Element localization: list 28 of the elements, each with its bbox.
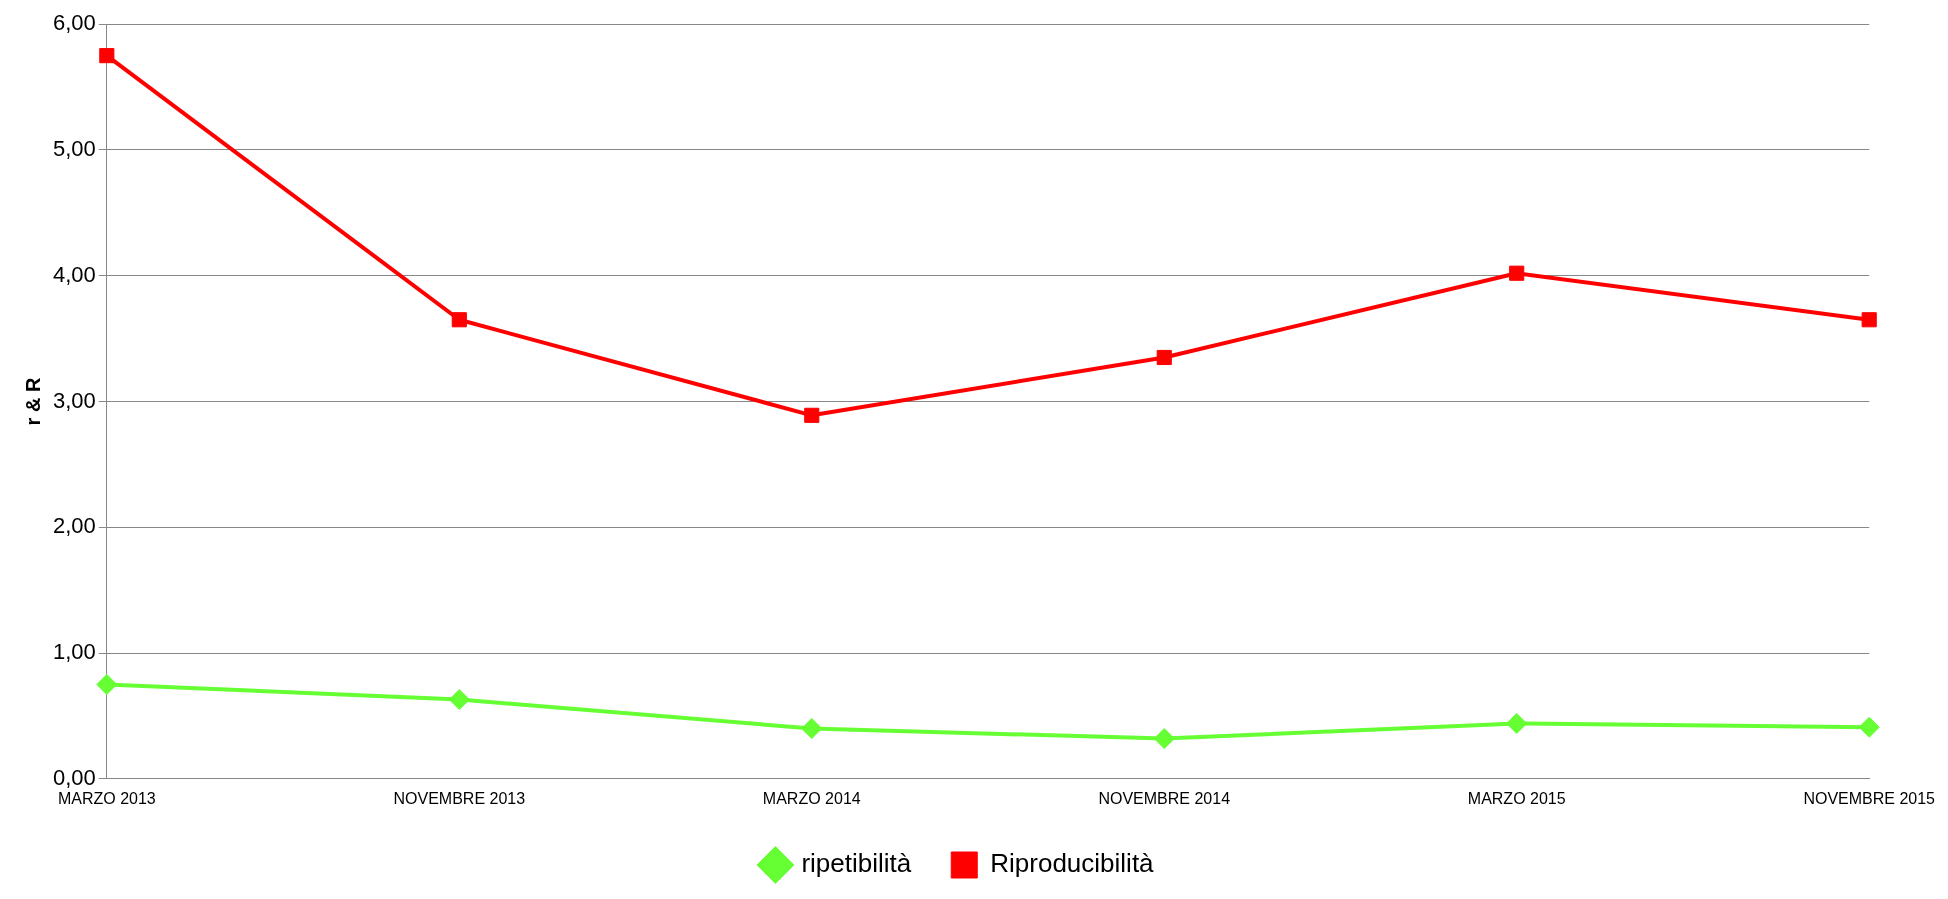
y-tick-label: 3,00 bbox=[52, 387, 96, 413]
legend-label: Riproducibilità bbox=[990, 848, 1155, 879]
point bbox=[801, 717, 823, 739]
y-tick-label: 6,00 bbox=[52, 10, 96, 36]
x-tick-label: NOVEMBRE 2014 bbox=[1098, 789, 1231, 807]
legend-label: ripetibilità bbox=[801, 848, 912, 879]
y-tick-label: 1,00 bbox=[52, 639, 96, 665]
point bbox=[804, 407, 820, 423]
y-tick-label: 5,00 bbox=[52, 136, 96, 162]
x-tick-label: NOVEMBRE 2013 bbox=[393, 789, 526, 807]
x-tick-label: MARZO 2013 bbox=[57, 789, 156, 807]
y-tick-label: 0,00 bbox=[52, 764, 96, 790]
point bbox=[1509, 265, 1525, 281]
point bbox=[1153, 728, 1175, 750]
y-tick-label: 4,00 bbox=[52, 261, 96, 287]
y-axis-title: r & R bbox=[21, 377, 44, 426]
point bbox=[451, 312, 467, 328]
point bbox=[448, 689, 470, 711]
point bbox=[99, 48, 115, 64]
point bbox=[1506, 712, 1528, 734]
point bbox=[96, 673, 118, 695]
x-tick-label: NOVEMBRE 2015 bbox=[1803, 789, 1936, 807]
x-tick-label: MARZO 2014 bbox=[762, 789, 861, 807]
point bbox=[1858, 716, 1880, 738]
x-tick-label: MARZO 2015 bbox=[1467, 789, 1566, 807]
point bbox=[1156, 349, 1172, 366]
point bbox=[1861, 312, 1877, 328]
y-tick-label: 2,00 bbox=[52, 513, 96, 539]
